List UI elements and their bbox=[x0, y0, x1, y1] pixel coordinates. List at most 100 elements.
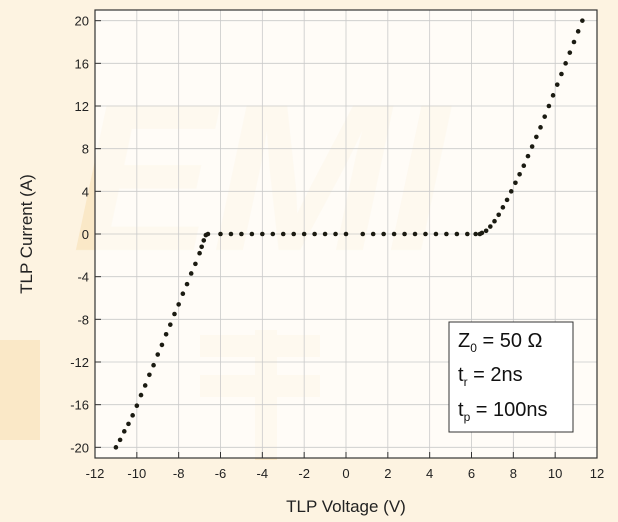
y-tick-label: -20 bbox=[70, 440, 89, 455]
data-point bbox=[205, 231, 211, 237]
x-tick-label: 6 bbox=[468, 466, 475, 481]
y-tick-label: -16 bbox=[70, 398, 89, 413]
data-point bbox=[550, 93, 556, 98]
x-tick-label: -12 bbox=[86, 466, 105, 481]
x-tick-label: 4 bbox=[426, 466, 433, 481]
data-point bbox=[193, 261, 198, 267]
y-tick-label: -8 bbox=[77, 312, 89, 327]
data-point bbox=[538, 125, 543, 130]
data-point bbox=[130, 413, 135, 418]
y-tick-label: 4 bbox=[82, 184, 89, 199]
x-tick-label: -6 bbox=[215, 466, 227, 481]
data-point bbox=[176, 302, 181, 307]
data-point bbox=[575, 29, 581, 34]
data-point bbox=[239, 231, 244, 237]
data-point bbox=[249, 231, 255, 237]
data-point bbox=[333, 231, 338, 237]
data-point bbox=[423, 231, 428, 237]
data-point bbox=[197, 250, 202, 256]
data-point bbox=[567, 50, 573, 55]
y-tick-label: 16 bbox=[75, 56, 89, 71]
y-tick-label: 0 bbox=[82, 227, 89, 242]
data-point bbox=[444, 231, 449, 237]
data-point bbox=[508, 189, 514, 194]
x-tick-label: -10 bbox=[127, 466, 146, 481]
data-point bbox=[534, 134, 539, 140]
x-tick-label: 10 bbox=[548, 466, 562, 481]
data-point bbox=[488, 224, 493, 229]
data-point bbox=[168, 322, 173, 327]
data-point bbox=[546, 103, 552, 109]
data-point bbox=[180, 291, 186, 297]
data-point bbox=[563, 61, 568, 66]
data-point bbox=[280, 231, 286, 237]
data-point bbox=[163, 331, 169, 337]
x-tick-label: -8 bbox=[173, 466, 185, 481]
data-point bbox=[138, 392, 144, 398]
data-point bbox=[559, 71, 564, 77]
data-point bbox=[113, 445, 119, 450]
x-tick-label: -2 bbox=[298, 466, 310, 481]
data-point bbox=[580, 18, 585, 23]
data-point bbox=[151, 362, 156, 368]
data-point bbox=[201, 238, 207, 243]
data-point bbox=[188, 271, 194, 276]
x-tick-label: 0 bbox=[342, 466, 349, 481]
data-point bbox=[199, 244, 204, 250]
data-point bbox=[360, 231, 366, 237]
data-point bbox=[126, 421, 131, 427]
data-point bbox=[554, 82, 560, 87]
y-axis-ticks: -20 -16 -12 -8 -4 0 4 8 12 16 20 bbox=[70, 14, 101, 455]
data-point bbox=[343, 231, 349, 237]
y-tick-label: 8 bbox=[82, 142, 89, 157]
x-axis-title: TLP Voltage (V) bbox=[286, 497, 406, 516]
data-point bbox=[492, 218, 497, 224]
data-point bbox=[465, 231, 470, 237]
x-tick-label: 12 bbox=[590, 466, 604, 481]
data-point bbox=[291, 231, 297, 237]
plot-border bbox=[94, 9, 598, 459]
data-point bbox=[260, 231, 265, 237]
y-tick-label: -12 bbox=[70, 355, 89, 370]
data-point bbox=[525, 153, 531, 159]
data-point bbox=[529, 144, 535, 149]
data-point bbox=[142, 383, 148, 388]
data-point bbox=[504, 197, 510, 203]
data-point bbox=[391, 231, 397, 237]
data-point bbox=[147, 372, 152, 378]
y-tick-label: 20 bbox=[75, 14, 89, 29]
legend-tp: tp = 100ns bbox=[458, 399, 548, 424]
data-point bbox=[483, 228, 489, 234]
data-point bbox=[433, 231, 439, 237]
data-point bbox=[312, 231, 317, 237]
data-point bbox=[155, 352, 161, 357]
data-point bbox=[370, 231, 376, 237]
data-point bbox=[473, 231, 478, 237]
data-point bbox=[517, 171, 522, 177]
data-point bbox=[159, 342, 165, 348]
data-point bbox=[542, 114, 548, 119]
data-point bbox=[513, 180, 518, 186]
data-point bbox=[117, 437, 123, 443]
data-point bbox=[172, 311, 177, 317]
data-point bbox=[134, 403, 140, 409]
data-point bbox=[402, 231, 407, 237]
legend-box: Z0 = 50 Ω tr = 2ns tp = 100ns bbox=[448, 321, 574, 433]
x-tick-label: 2 bbox=[384, 466, 391, 481]
data-point bbox=[228, 231, 234, 237]
data-point bbox=[479, 230, 485, 236]
legend-tr: tr = 2ns bbox=[458, 364, 523, 389]
data-point bbox=[301, 231, 307, 237]
data-point bbox=[496, 212, 501, 218]
y-axis-title: TLP Current (A) bbox=[17, 174, 36, 294]
data-point bbox=[571, 39, 577, 45]
data-point bbox=[218, 231, 223, 237]
data-point bbox=[521, 163, 527, 169]
data-point bbox=[412, 231, 418, 237]
y-tick-label: 12 bbox=[75, 99, 89, 114]
data-point bbox=[454, 231, 460, 237]
legend-z0: Z0 = 50 Ω bbox=[458, 330, 543, 355]
y-tick-label: -4 bbox=[77, 270, 89, 285]
